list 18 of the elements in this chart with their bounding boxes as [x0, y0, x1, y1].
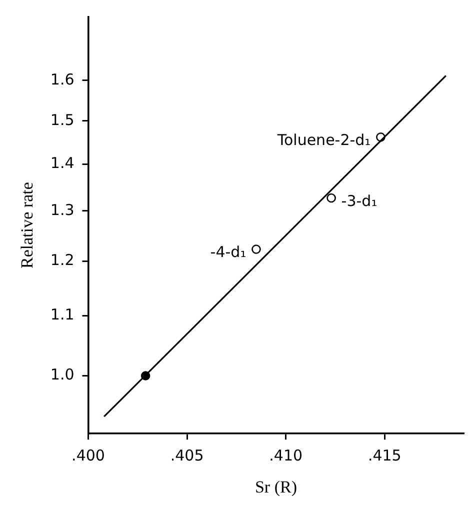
- y-tick-label: 1.3: [50, 200, 74, 219]
- y-tick-label: 1.4: [50, 154, 74, 172]
- point: [252, 244, 261, 254]
- y-tick-label: 1.6: [50, 70, 74, 88]
- annotation: -3-d₁: [341, 192, 378, 210]
- annotation: -4-d₁: [210, 243, 246, 262]
- point: [326, 193, 336, 203]
- annotation: Toluene-2-d₁: [276, 131, 371, 149]
- x-tick-label: .410: [269, 446, 303, 464]
- y-tick-label: 1.2: [50, 251, 74, 270]
- x-tick-label: .415: [368, 446, 402, 464]
- x-axis-title: Sr (R): [254, 477, 297, 496]
- x-tick-label: .400: [72, 446, 105, 464]
- x-tick-label: .405: [170, 446, 204, 464]
- y-tick-label: 1.0: [50, 366, 74, 384]
- y-tick-label: 1.5: [50, 110, 74, 129]
- y-tick-label: 1.1: [50, 306, 74, 324]
- y-axis-title: Relative rate: [18, 182, 37, 268]
